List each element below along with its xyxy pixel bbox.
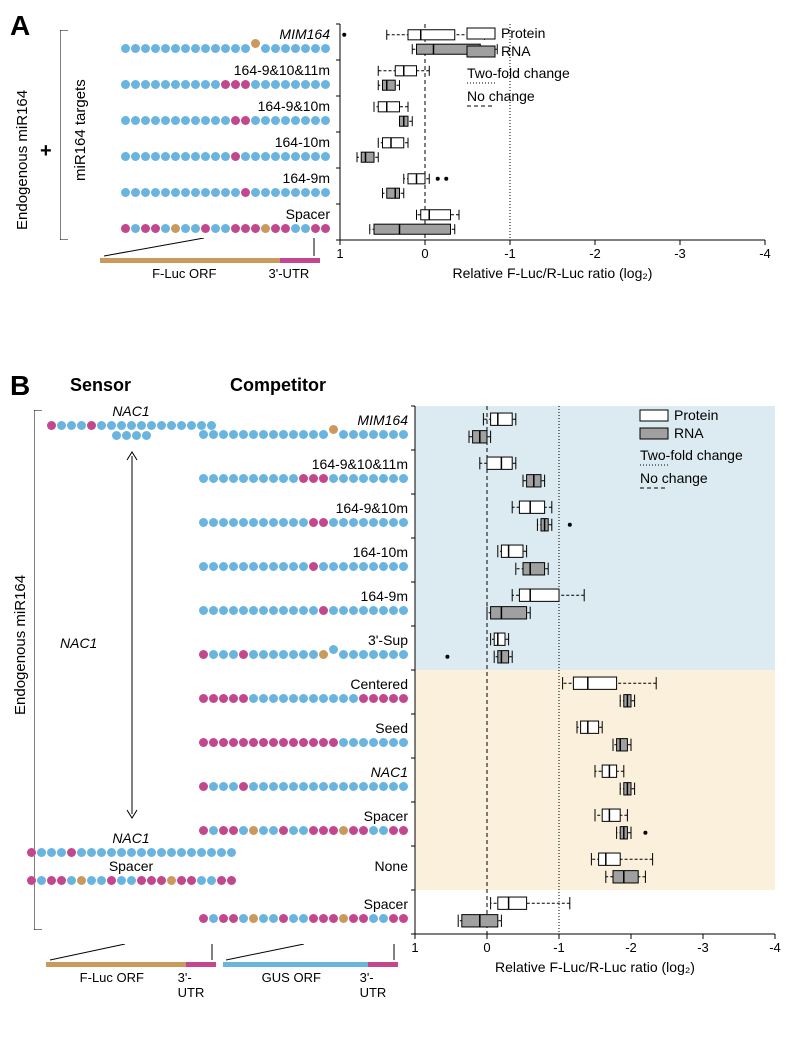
svg-text:Relative F-Luc/R-Luc ratio (lo: Relative F-Luc/R-Luc ratio (log₂) (453, 265, 653, 281)
svg-text:Protein: Protein (501, 25, 545, 41)
svg-text:Protein: Protein (674, 407, 718, 423)
panel-a: A Endogenous miR164 + miR164 targets MIM… (10, 10, 783, 360)
svg-text:RNA: RNA (674, 425, 704, 441)
comp-row: Spacer (223, 800, 408, 844)
panel-a-funnel (104, 238, 324, 258)
panel-b-sensor: NAC1 (46, 404, 216, 440)
panel-b: B Endogenous miR164 Sensor Competitor NA… (10, 370, 783, 1050)
svg-text:-1: -1 (504, 246, 516, 261)
sensor-nac1-mid: NAC1 (60, 635, 97, 651)
row-label: 164-9m (283, 170, 330, 186)
svg-text:-4: -4 (759, 246, 771, 261)
panel-b-label: B (10, 370, 30, 402)
comp-row: NAC1 (223, 756, 408, 800)
panel-b-comp-funnel (226, 944, 401, 962)
utr-b-right: 3'-UTR (360, 970, 398, 1000)
comp-row: None (223, 844, 408, 888)
comp-row: Seed (223, 712, 408, 756)
fluc-orf-label: F-Luc ORF (100, 266, 269, 281)
svg-text:-2: -2 (589, 246, 601, 261)
dot-sequence (121, 80, 330, 89)
panel-b-sensor-schematic: F-Luc ORF 3'-UTR (46, 962, 221, 1000)
panel-b-comp-schematic: GUS ORF 3'-UTR (223, 962, 403, 1000)
sensor-arrow (126, 450, 138, 820)
comp-row: Spacer (223, 888, 408, 932)
dot-sequence (121, 188, 330, 197)
comp-row: 164-9&10m (223, 492, 408, 536)
svg-text:Two-fold change: Two-fold change (640, 447, 743, 463)
row-MIM164: MIM164 (100, 22, 330, 58)
svg-text:-3: -3 (697, 940, 709, 955)
row-label: MIM164 (279, 26, 330, 42)
panel-a-plus: + (40, 140, 52, 163)
dot-sequence (121, 44, 330, 53)
row-label: 164-9&10&11m (234, 62, 330, 78)
comp-row: 164-10m (223, 536, 408, 580)
svg-text:No change: No change (467, 88, 535, 104)
row-164-9&10&11m: 164-9&10&11m (100, 58, 330, 94)
gus-orf: GUS ORF (223, 970, 360, 1000)
svg-text:0: 0 (483, 940, 490, 955)
dot-sequence (121, 224, 330, 233)
row-label: 164-9&10m (258, 98, 330, 114)
dot-sequence (121, 116, 330, 125)
svg-text:Relative F-Luc/R-Luc ratio (lo: Relative F-Luc/R-Luc ratio (log₂) (495, 959, 695, 975)
panel-b-chart: 1 0 -1 -2 -3 -4 Relative F-Luc/R-Luc ratio (lo… (410, 402, 790, 1002)
panel-a-schematic: F-Luc ORF 3'-UTR (100, 258, 328, 281)
panel-b-sensor-funnel (50, 944, 220, 962)
comp-row: MIM164 (223, 404, 408, 448)
panel-a-label: A (10, 10, 30, 42)
svg-text:0: 0 (421, 246, 428, 261)
comp-row: 164-9&10&11m (223, 448, 408, 492)
svg-text:-2: -2 (625, 940, 637, 955)
svg-text:1: 1 (336, 246, 343, 261)
competitor-header: Competitor (230, 375, 326, 396)
svg-text:-3: -3 (674, 246, 686, 261)
row-164-10m: 164-10m (100, 130, 330, 166)
panel-a-ylabel-outer: Endogenous miR164 (14, 70, 31, 250)
panel-a-bracket (60, 30, 70, 240)
row-164-9&10m: 164-9&10m (100, 94, 330, 130)
row-164-9m: 164-9m (100, 166, 330, 202)
row-label: Spacer (286, 206, 330, 222)
svg-text:RNA: RNA (501, 43, 531, 59)
panel-b-ylabel: Endogenous miR164 (12, 520, 29, 770)
utr-label: 3'-UTR (269, 266, 320, 281)
panel-a-sequences: MIM164 164-9&10&11m 164-9&10m 164-10m 164-9m… (100, 22, 330, 238)
svg-text:-1: -1 (553, 940, 565, 955)
figure: A Endogenous miR164 + miR164 targets MIM… (10, 10, 783, 1050)
panel-b-competitor: MIM164164-9&10&11m164-9&10m164-10m164-9m… (223, 404, 408, 932)
comp-row: 164-9m (223, 580, 408, 624)
utr-b-left: 3'-UTR (178, 970, 216, 1000)
sensor-top-dots (46, 421, 216, 440)
svg-text:1: 1 (411, 940, 418, 955)
row-Spacer: Spacer (100, 202, 330, 238)
panel-a-ylabel-inner: miR164 targets (72, 70, 89, 190)
dot-sequence (121, 152, 330, 161)
svg-text:No change: No change (640, 470, 708, 486)
svg-text:Two-fold change: Two-fold change (467, 65, 570, 81)
fluc-orf-b: F-Luc ORF (46, 970, 178, 1000)
panel-a-chart: 1 0 -1 -2 -3 -4 Relative F-Luc/R-Luc ratio (lo… (335, 20, 780, 300)
sensor-header: Sensor (70, 375, 131, 396)
comp-row: 3'-Sup (223, 624, 408, 668)
panel-b-sensor-bottom: NAC1Spacer (46, 830, 216, 886)
comp-row: Centered (223, 668, 408, 712)
svg-text:-4: -4 (769, 940, 781, 955)
row-label: 164-10m (275, 134, 330, 150)
sensor-nac1-top: NAC1 (46, 403, 216, 419)
